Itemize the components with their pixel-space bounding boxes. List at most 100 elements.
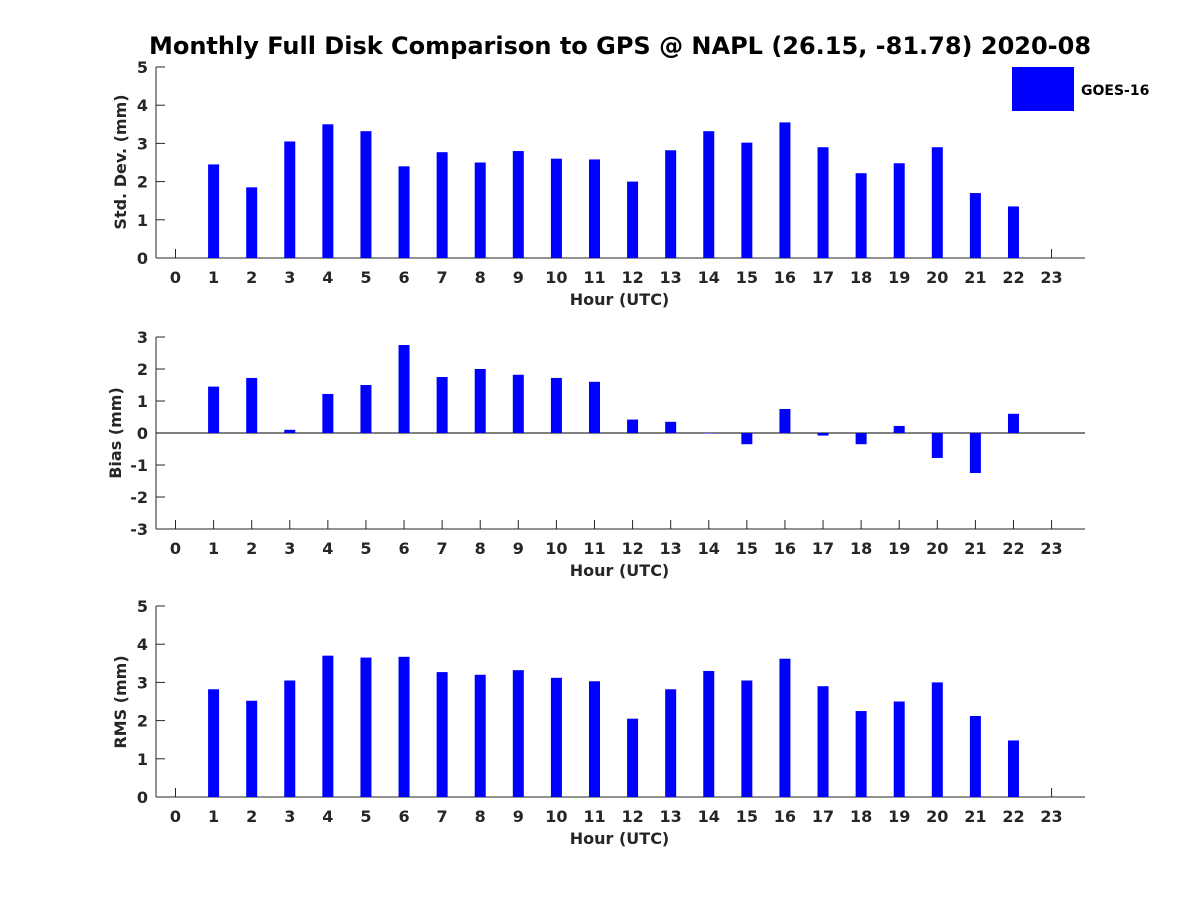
x-tick-label: 23: [1040, 539, 1062, 558]
bar: [703, 433, 715, 434]
bar: [588, 159, 600, 258]
x-tick-label: 1: [208, 268, 219, 287]
bar: [284, 429, 296, 433]
chart-title: Monthly Full Disk Comparison to GPS @ NA…: [149, 32, 1091, 60]
y-tick-label: 4: [137, 635, 148, 654]
x-tick-label: 18: [850, 807, 872, 826]
bar: [627, 181, 639, 258]
bar: [322, 124, 334, 258]
y-tick-label: -3: [130, 520, 148, 539]
bar: [208, 164, 220, 258]
x-tick-label: 8: [475, 268, 486, 287]
x-tick-label: 5: [360, 268, 371, 287]
bar: [284, 141, 296, 258]
x-tick-label: 17: [812, 268, 834, 287]
x-tick-label: 14: [698, 807, 720, 826]
bar: [1007, 740, 1019, 797]
x-tick-label: 6: [398, 539, 409, 558]
y-tick-label: 5: [137, 597, 148, 616]
bar: [779, 658, 791, 797]
y-tick-label: 0: [137, 424, 148, 443]
x-tick-label: 5: [360, 539, 371, 558]
bar: [360, 657, 372, 797]
x-axis-label: Hour (UTC): [570, 561, 670, 580]
x-tick-label: 7: [437, 539, 448, 558]
x-tick-label: 17: [812, 539, 834, 558]
x-tick-label: 16: [774, 807, 796, 826]
x-tick-label: 6: [398, 807, 409, 826]
y-tick-label: 1: [137, 211, 148, 230]
x-tick-label: 10: [545, 807, 567, 826]
x-tick-label: 2: [246, 807, 257, 826]
bar: [474, 162, 486, 258]
bar: [741, 433, 753, 445]
y-tick-label: -2: [130, 488, 148, 507]
x-tick-label: 13: [660, 539, 682, 558]
bar: [1007, 413, 1019, 433]
x-tick-label: 22: [1002, 268, 1024, 287]
bar: [1007, 206, 1019, 258]
x-tick-label: 11: [583, 268, 605, 287]
x-tick-label: 4: [322, 268, 333, 287]
x-tick-label: 0: [170, 807, 181, 826]
bar: [322, 655, 334, 797]
x-tick-label: 14: [698, 268, 720, 287]
bar: [474, 369, 486, 433]
bar: [627, 419, 639, 433]
y-tick-label: 0: [137, 249, 148, 268]
x-tick-label: 8: [475, 807, 486, 826]
x-tick-label: 21: [964, 807, 986, 826]
y-tick-label: -1: [130, 456, 148, 475]
bar: [588, 381, 600, 433]
bar: [398, 656, 410, 797]
y-tick-label: 2: [137, 712, 148, 731]
bar: [550, 677, 562, 797]
bar: [246, 187, 258, 258]
x-tick-label: 23: [1040, 268, 1062, 287]
bar: [893, 163, 905, 258]
bar: [436, 152, 448, 258]
x-tick-label: 13: [660, 268, 682, 287]
x-tick-label: 4: [322, 539, 333, 558]
legend-label: GOES-16: [1081, 83, 1149, 99]
x-tick-label: 0: [170, 268, 181, 287]
bar: [665, 689, 677, 797]
bar: [360, 131, 372, 258]
x-tick-label: 19: [888, 539, 910, 558]
x-tick-label: 10: [545, 539, 567, 558]
bar: [665, 150, 677, 258]
bar: [627, 718, 639, 797]
bar: [550, 377, 562, 433]
bar: [969, 433, 981, 473]
bar: [512, 151, 524, 258]
y-tick-label: 1: [137, 392, 148, 411]
bar: [855, 433, 867, 445]
x-tick-label: 4: [322, 807, 333, 826]
x-tick-label: 22: [1002, 807, 1024, 826]
x-tick-label: 20: [926, 807, 948, 826]
x-tick-label: 9: [513, 268, 524, 287]
x-tick-label: 2: [246, 539, 257, 558]
y-axis-label: RMS (mm): [111, 655, 130, 748]
x-tick-label: 7: [437, 268, 448, 287]
bar: [246, 700, 258, 797]
bar: [398, 345, 410, 433]
y-tick-label: 2: [137, 173, 148, 192]
x-tick-label: 11: [583, 807, 605, 826]
x-tick-label: 9: [513, 539, 524, 558]
x-tick-label: 17: [812, 807, 834, 826]
x-tick-label: 12: [621, 807, 643, 826]
x-tick-label: 21: [964, 268, 986, 287]
x-tick-label: 15: [736, 539, 758, 558]
x-tick-label: 20: [926, 539, 948, 558]
y-tick-label: 3: [137, 673, 148, 692]
x-axis-label: Hour (UTC): [570, 290, 670, 309]
x-tick-label: 12: [621, 268, 643, 287]
y-tick-label: 4: [137, 96, 148, 115]
x-tick-label: 2: [246, 268, 257, 287]
bar: [855, 173, 867, 258]
x-tick-label: 19: [888, 268, 910, 287]
